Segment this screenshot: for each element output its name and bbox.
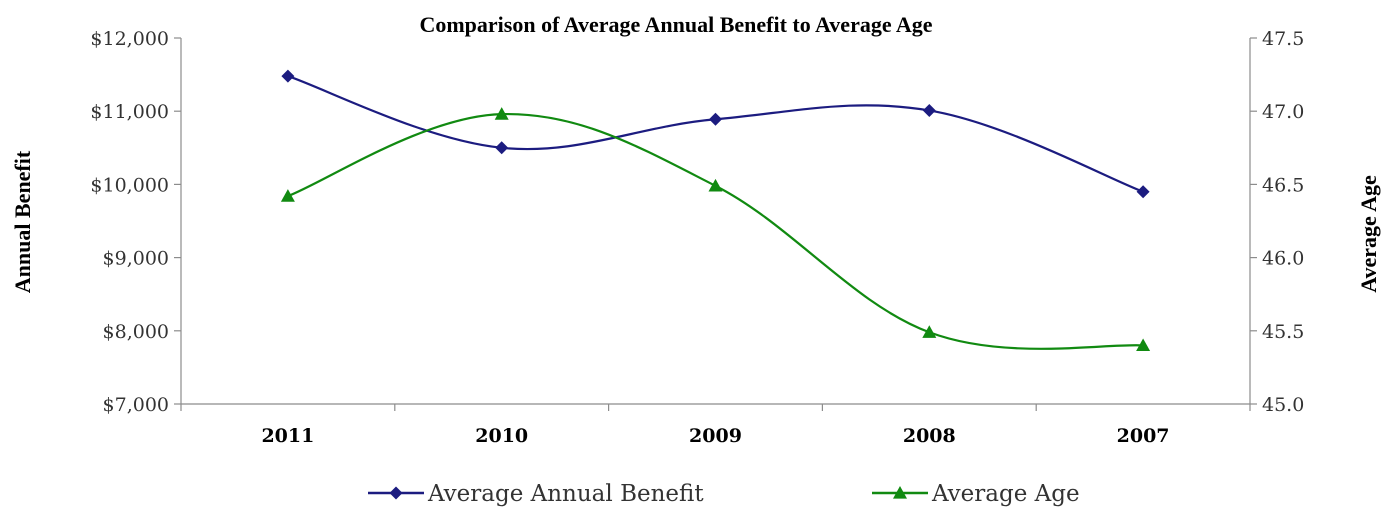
x-tick-label: 2009 <box>689 425 742 447</box>
series-line-age <box>288 114 1143 349</box>
axes: $7,000 $8,000 $9,000 $10,000 $11,000 $12,000 4… <box>90 28 1304 447</box>
y-right-tick-label: 46.5 <box>1262 174 1304 196</box>
data-point-benefit <box>709 113 722 126</box>
y-axis-right-label: Average Age <box>1356 175 1381 293</box>
legend: Average Annual Benefit Average Age <box>368 481 1080 507</box>
legend-marker-benefit <box>390 487 403 500</box>
y-right-tick-label: 47.0 <box>1262 101 1304 123</box>
y-left-tick-label: $10,000 <box>90 174 169 196</box>
y-left-tick-label: $7,000 <box>103 394 169 416</box>
y-left-tick-label: $12,000 <box>90 28 169 50</box>
x-tick-label: 2008 <box>903 425 956 447</box>
chart-title: Comparison of Average Annual Benefit to … <box>419 12 932 37</box>
x-tick-label: 2011 <box>261 425 314 447</box>
series-markers <box>281 70 1150 351</box>
y-left-tick-label: $9,000 <box>103 248 169 270</box>
data-point-age <box>709 179 723 192</box>
data-point-benefit <box>281 70 294 83</box>
y-left-tick-label: $11,000 <box>90 101 169 123</box>
data-point-age <box>281 189 295 202</box>
y-axis-left-label: Annual Benefit <box>10 150 35 293</box>
x-tick-label: 2010 <box>475 425 528 447</box>
legend-label-benefit: Average Annual Benefit <box>427 481 704 507</box>
x-tick-label: 2007 <box>1117 425 1170 447</box>
data-point-benefit <box>923 104 936 117</box>
data-point-benefit <box>1137 185 1150 198</box>
y-right-tick-label: 47.5 <box>1262 28 1304 50</box>
legend-label-age: Average Age <box>931 481 1080 507</box>
y-left-tick-label: $8,000 <box>103 321 169 343</box>
y-right-tick-label: 45.0 <box>1262 394 1304 416</box>
data-point-age <box>922 325 936 338</box>
y-right-tick-label: 45.5 <box>1262 321 1304 343</box>
y-right-tick-label: 46.0 <box>1262 248 1304 270</box>
data-point-benefit <box>495 141 508 154</box>
